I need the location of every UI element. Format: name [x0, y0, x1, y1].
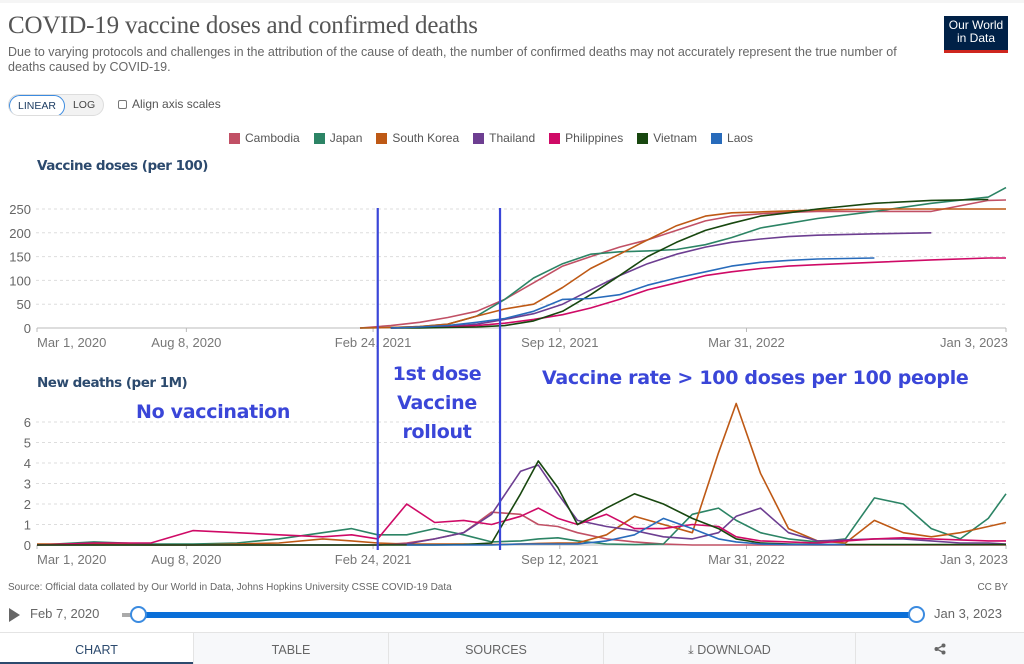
timeline-track[interactable] — [139, 612, 917, 618]
legend-label: Vietnam — [653, 131, 698, 145]
linear-button[interactable]: LINEAR — [9, 95, 65, 115]
deaths-y-tick-label: 5 — [24, 436, 31, 451]
legend-item-laos[interactable]: Laos — [711, 131, 753, 145]
legend-item-vietnam[interactable]: Vietnam — [637, 131, 697, 145]
logo-line1: Our World — [948, 18, 1004, 32]
vaccine-x-tick-label: Aug 8, 2020 — [151, 335, 221, 350]
legend-item-philippines[interactable]: Philippines — [549, 131, 623, 145]
deaths-x-tick-label: Feb 24, 2021 — [335, 552, 412, 567]
deaths-series-japan — [36, 493, 1007, 546]
tab-share[interactable] — [855, 633, 1024, 664]
deaths-y-tick-label: 2 — [24, 497, 31, 512]
timeline-end-handle[interactable] — [908, 606, 925, 623]
vaccine-series-philippines — [390, 257, 1006, 329]
vaccine-x-tick-label: Sep 12, 2021 — [521, 335, 598, 350]
play-icon[interactable] — [9, 608, 20, 622]
annotation-rollout: 1st dose Vaccine rollout — [385, 360, 489, 447]
align-label: Align axis scales — [132, 97, 221, 111]
vaccine-series-thailand — [390, 232, 932, 329]
logo-line2: in Data — [956, 31, 996, 45]
legend-label: Japan — [329, 131, 363, 145]
deaths-x-tick-label: Jan 3, 2023 — [940, 552, 1008, 567]
page-title: COVID-19 vaccine doses and confirmed dea… — [8, 12, 478, 39]
deaths-series-south-korea — [37, 402, 1007, 546]
top-border — [0, 0, 1024, 3]
scale-toggle: LINEAR LOG — [8, 94, 105, 116]
vaccine-series-vietnam — [390, 198, 989, 329]
deaths-x-tick-label: Sep 12, 2021 — [521, 552, 598, 567]
deaths-y-tick-label: 3 — [24, 477, 31, 492]
log-button[interactable]: LOG — [72, 99, 96, 111]
legend-label: Laos — [727, 131, 754, 145]
deaths-y-tick-label: 4 — [24, 456, 31, 471]
legend-swatch — [229, 132, 240, 144]
deaths-y-tick-label: 1 — [24, 518, 31, 533]
vaccine-x-tick-label: Feb 24, 2021 — [335, 335, 412, 350]
owid-logo[interactable]: Our World in Data — [944, 16, 1008, 53]
legend-item-cambodia[interactable]: Cambodia — [229, 131, 300, 145]
legend-swatch — [473, 132, 485, 144]
legend: Cambodia Japan South Korea Thailand Phil… — [229, 131, 753, 145]
share-icon — [934, 643, 946, 655]
tab-chart[interactable]: CHART — [0, 633, 193, 664]
timeline-start-label: Feb 7, 2020 — [30, 606, 100, 621]
vaccine-x-tick-label: Jan 3, 2023 — [940, 335, 1008, 350]
vaccine-series-cambodia — [359, 199, 1007, 329]
legend-label: Cambodia — [245, 131, 300, 145]
download-icon: ⤓ — [688, 643, 694, 657]
align-axis-toggle[interactable]: Align axis scales — [118, 97, 221, 111]
deaths-y-tick-label: 0 — [24, 538, 31, 553]
vaccine-x-tick-label: Mar 31, 2022 — [708, 335, 785, 350]
vaccine-series-south-korea — [359, 208, 1006, 329]
tab-download[interactable]: ⤓ DOWNLOAD — [603, 633, 855, 664]
legend-swatch — [376, 132, 388, 144]
legend-label: Thailand — [489, 131, 536, 145]
deaths-y-tick-label: 6 — [24, 415, 31, 430]
vaccine-y-tick-label: 250 — [9, 202, 31, 217]
chart-subtitle: Due to varying protocols and challenges … — [8, 45, 897, 74]
tab-sources[interactable]: SOURCES — [388, 633, 603, 664]
vaccine-y-tick-label: 50 — [17, 297, 31, 312]
legend-swatch — [637, 132, 649, 144]
vaccine-chart-title: Vaccine doses (per 100) — [37, 158, 208, 174]
legend-swatch — [549, 132, 561, 144]
deaths-x-tick-label: Mar 31, 2022 — [708, 552, 785, 567]
timeline-end-label: Jan 3, 2023 — [934, 606, 1002, 621]
deaths-x-tick-label: Mar 1, 2020 — [37, 552, 106, 567]
annotation-rollout-line1: 1st dose — [392, 363, 482, 385]
source-note: Source: Official data collated by Our Wo… — [8, 582, 452, 593]
vaccine-y-tick-label: 0 — [24, 321, 31, 336]
annotation-rollout-line2: Vaccine — [397, 392, 477, 414]
tab-table[interactable]: TABLE — [193, 633, 388, 664]
annotation-rollout-line3: rollout — [402, 421, 472, 443]
legend-item-thailand[interactable]: Thailand — [473, 131, 535, 145]
deaths-series-laos — [406, 517, 846, 546]
legend-item-japan[interactable]: Japan — [313, 131, 363, 145]
deaths-x-tick-label: Aug 8, 2020 — [151, 552, 221, 567]
vaccine-series-laos — [390, 257, 875, 329]
legend-item-south-korea[interactable]: South Korea — [376, 131, 459, 145]
bottom-tabs: CHART TABLE SOURCES ⤓ DOWNLOAD — [0, 632, 1024, 664]
legend-label: South Korea — [392, 131, 460, 145]
deaths-chart-title: New deaths (per 1M) — [37, 375, 188, 391]
vaccine-y-tick-label: 200 — [9, 226, 31, 241]
vaccine-y-tick-label: 150 — [9, 250, 31, 265]
tab-download-label: DOWNLOAD — [697, 643, 771, 657]
align-checkbox[interactable] — [118, 99, 127, 109]
legend-label: Philippines — [565, 131, 624, 145]
vaccine-x-tick-label: Mar 1, 2020 — [37, 335, 106, 350]
license-link[interactable]: CC BY — [977, 582, 1008, 593]
annotation-no-vaccination: No vaccination — [136, 401, 291, 423]
legend-swatch — [313, 132, 325, 144]
deaths-series-vietnam — [37, 460, 1006, 546]
vaccine-y-tick-label: 100 — [9, 273, 31, 288]
timeline-start-handle[interactable] — [130, 606, 147, 623]
legend-swatch — [711, 132, 723, 144]
annotation-high-rate: Vaccine rate > 100 doses per 100 people — [542, 367, 969, 389]
